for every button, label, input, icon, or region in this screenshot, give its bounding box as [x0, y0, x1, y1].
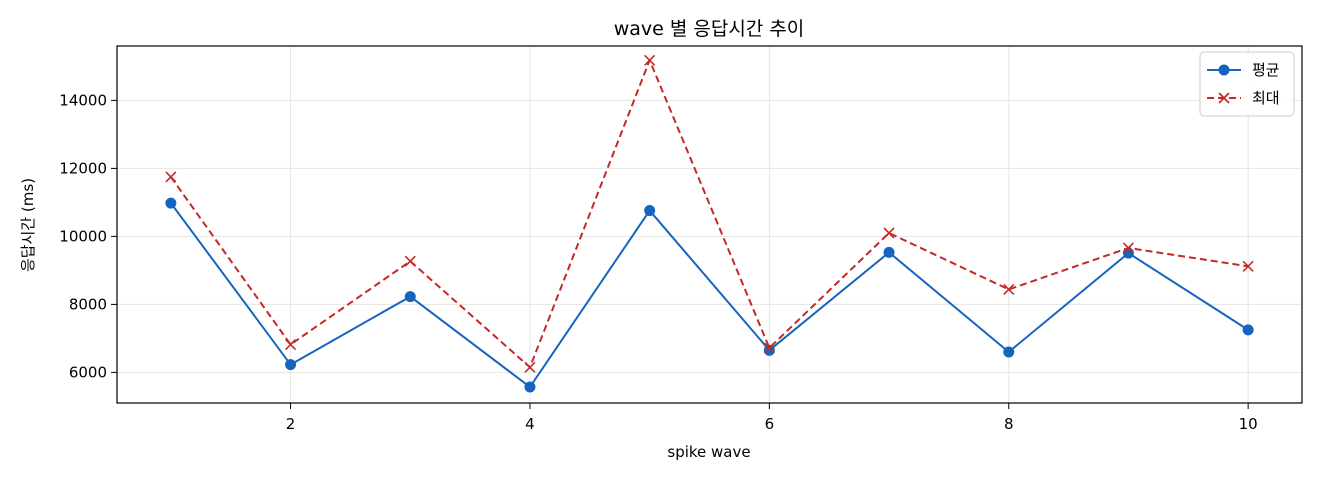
series-max [165, 54, 1254, 373]
legend-entry-mean: 평균 [1207, 61, 1280, 79]
series-mean [165, 197, 1254, 393]
legend-label: 평균 [1252, 61, 1280, 79]
data-point-max [1122, 242, 1135, 254]
y-tick-label: 14000 [59, 91, 107, 109]
x-axis-label: spike wave [667, 443, 750, 461]
y-axis-label: 응답시간 (ms) [19, 178, 37, 272]
series-line-mean [170, 202, 1249, 389]
data-point-max [284, 338, 297, 351]
x-tick-label: 8 [1004, 415, 1014, 433]
data-point-max [165, 171, 177, 183]
data-point-mean [644, 205, 656, 217]
data-point-max [524, 361, 536, 373]
data-point-mean [524, 381, 536, 393]
y-tick-label: 6000 [69, 363, 107, 381]
data-point-mean [763, 344, 775, 356]
y-axis: 6000 8000 10000 12000 14000 [59, 91, 117, 381]
legend-marker [1218, 92, 1230, 104]
legend-label: 최대 [1252, 89, 1280, 107]
legend-marker [1218, 64, 1230, 76]
x-tick-label: 6 [765, 415, 775, 433]
data-point-max [404, 255, 416, 267]
grid [117, 46, 1302, 403]
y-tick-label: 8000 [69, 295, 107, 313]
data-point-max [644, 54, 656, 66]
data-point-mean [1242, 324, 1254, 336]
series-layer [165, 54, 1254, 393]
series-line-max [170, 59, 1249, 369]
data-point-mean [1003, 346, 1015, 358]
x-tick-label: 4 [525, 415, 535, 433]
chart-title: wave 별 응답시간 추이 [614, 18, 805, 40]
data-point-max [883, 227, 895, 239]
plot-frame [116, 45, 1303, 404]
x-axis: 2 4 6 8 10 [286, 403, 1258, 433]
x-tick-label: 2 [286, 415, 296, 433]
data-point-max [1242, 260, 1254, 272]
data-point-max [763, 342, 775, 354]
legend-entry-max: 최대 [1207, 89, 1280, 107]
legend-box [1199, 51, 1295, 117]
data-point-mean [404, 291, 416, 303]
y-tick-label: 10000 [59, 227, 107, 245]
data-point-mean [285, 359, 297, 371]
x-tick-label: 10 [1239, 415, 1258, 433]
y-tick-label: 12000 [59, 159, 107, 177]
data-point-mean [883, 246, 895, 258]
data-point-max [1003, 283, 1015, 296]
data-point-mean [165, 197, 177, 209]
